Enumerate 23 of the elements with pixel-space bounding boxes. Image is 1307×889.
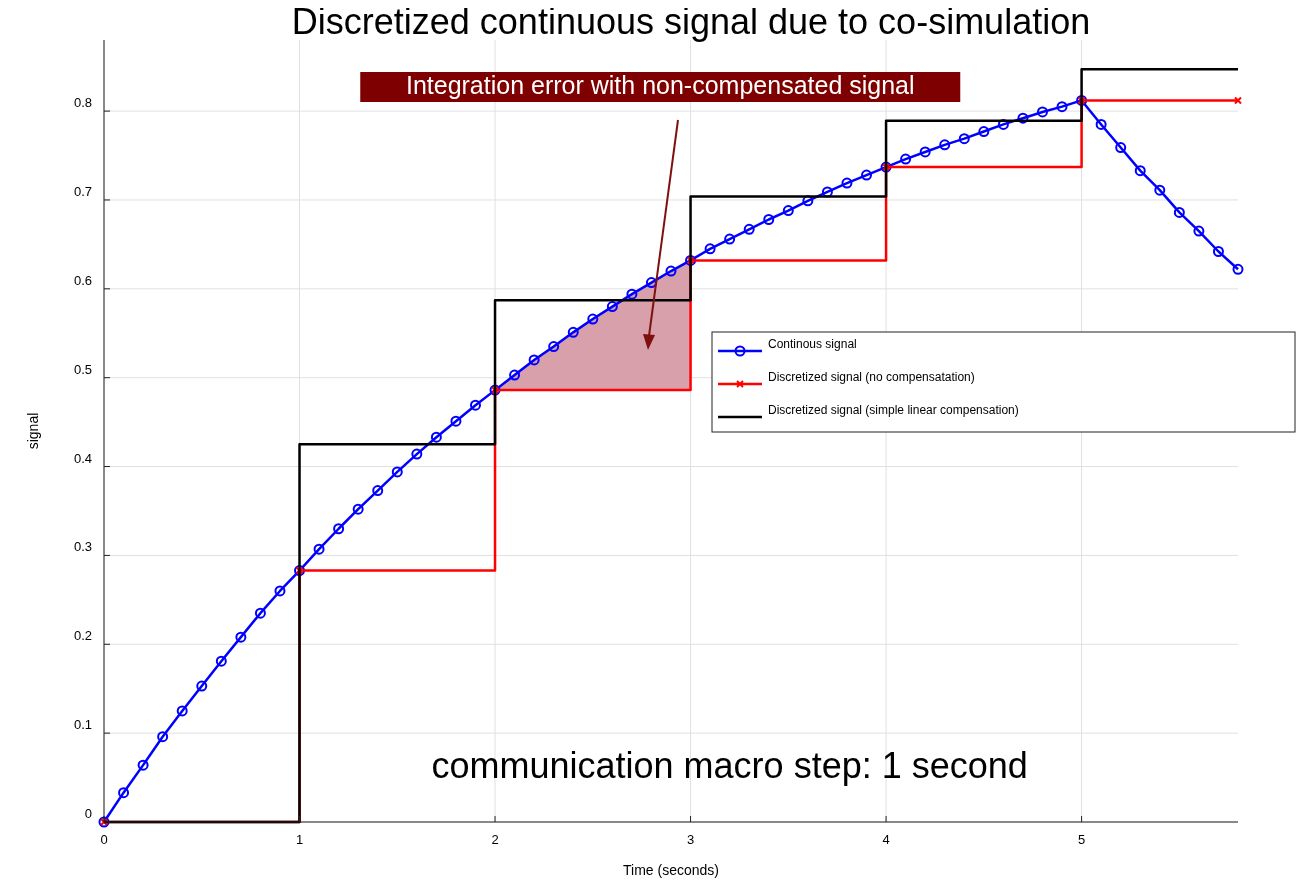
x-tick-label: 1	[295, 832, 304, 847]
legend-label: Continous signal	[768, 337, 857, 351]
y-tick-label: 0.1	[73, 717, 92, 733]
y-tick-label: 0	[84, 806, 92, 821]
legend-label: Discretized signal (simple linear compensation)	[768, 403, 1019, 417]
y-axis-title: signal	[25, 412, 41, 450]
y-tick-label: 0.8	[73, 95, 92, 111]
y-tick-label: 0.6	[73, 272, 92, 288]
chart-title: Discretized continuous signal due to co-simulation	[291, 1, 1091, 42]
annotation: communication macro step: 1 second	[431, 744, 1028, 786]
y-tick-label: 0.4	[73, 450, 92, 466]
y-tick-label: 0.7	[73, 183, 92, 199]
x-tick-label: 3	[686, 832, 695, 847]
y-tick-label: 0.3	[73, 539, 92, 555]
y-tick-label: 0.2	[73, 628, 92, 644]
x-tick-label: 4	[882, 832, 890, 847]
x-axis-title: Time (seconds)	[623, 862, 719, 878]
annotation: Integration error with non-compensated signal	[405, 71, 915, 99]
x-tick-label: 0	[100, 832, 108, 847]
x-tick-label: 2	[491, 832, 499, 847]
y-tick-label: 0.5	[73, 361, 92, 377]
x-tick-label: 5	[1077, 832, 1086, 847]
legend-label: Discretized signal (no compensatation)	[768, 370, 975, 384]
